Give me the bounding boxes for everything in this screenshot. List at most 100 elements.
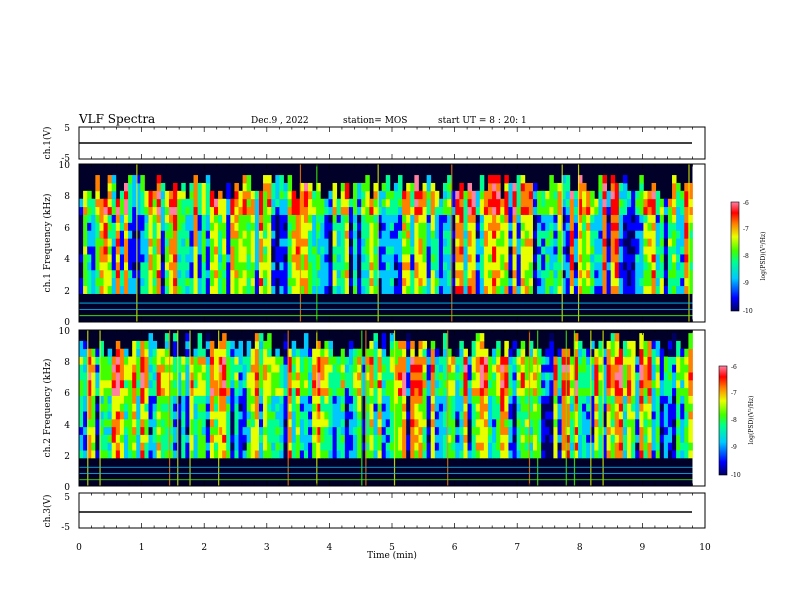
spectrogram-cell [434, 442, 440, 451]
spectrogram-cell [213, 379, 219, 389]
spectrogram-cell [565, 261, 571, 271]
spectrogram-cell [234, 364, 239, 373]
spectrogram-cell [87, 190, 92, 200]
spectrogram-cell [173, 403, 178, 412]
spectrogram-cell [430, 418, 436, 428]
spectrogram-cell [95, 426, 100, 435]
spectrogram-cell [357, 387, 362, 396]
spectrogram-cell [107, 285, 113, 294]
spectrogram-cell [508, 246, 513, 255]
spectrogram-cell [602, 285, 607, 294]
spectrogram-cell [324, 246, 329, 255]
spectrogram-cell [393, 379, 399, 389]
spectrogram-cell [594, 403, 599, 412]
spectrogram-cell [209, 348, 215, 357]
spectrogram-cell [393, 246, 399, 255]
spectrogram-cell [385, 238, 391, 247]
spectrogram-cell [614, 364, 620, 373]
spectrogram-cell [504, 182, 509, 192]
spectrogram-cell [230, 198, 235, 208]
spectrogram-cell [655, 261, 661, 271]
spectrogram-cell [688, 340, 693, 350]
spectrogram-cell [136, 198, 141, 208]
spectrogram-cell [230, 230, 235, 239]
spectrogram-cell [250, 403, 256, 412]
spectrogram-cell [487, 230, 493, 239]
spectrogram-cell [410, 450, 415, 459]
spectrogram-cell [128, 222, 133, 231]
spectrogram-cell [487, 206, 493, 215]
spectrogram-cell [168, 403, 174, 412]
spectrogram-cell [455, 277, 460, 287]
spectrogram-cell [160, 261, 166, 271]
spectrogram-cell [324, 269, 329, 279]
spectrogram-cell [283, 214, 288, 223]
spectrogram-cell [504, 387, 509, 396]
spectrogram-cell [103, 238, 109, 247]
spectrogram-cell [275, 261, 280, 271]
spectrogram-cell [144, 222, 149, 231]
spectrogram-cell [684, 442, 689, 451]
spectrogram-cell [258, 246, 264, 255]
spectrogram-cell [140, 222, 145, 231]
spectrogram-cell [136, 206, 141, 215]
spectrogram-cell [590, 418, 595, 428]
spectrogram-cell [676, 411, 681, 420]
spectrogram-cell [218, 387, 223, 396]
spectrogram-cell [532, 403, 538, 412]
spectrogram-cell [95, 348, 100, 357]
spectrogram-cell [234, 198, 239, 208]
spectrogram-cell [516, 182, 522, 192]
spectrogram-cell [332, 379, 338, 389]
spectrogram-cell [663, 285, 669, 294]
spectrogram-cell [463, 206, 468, 215]
spectrogram-cell [398, 206, 403, 215]
spectrogram-cell [218, 364, 223, 373]
spectrogram-cell [353, 387, 358, 396]
spectrogram-cell [291, 285, 297, 294]
spectrogram-cell [275, 175, 280, 184]
spectrogram-cell [442, 356, 448, 365]
spectrogram-cell [438, 277, 444, 287]
spectrogram-cell [209, 254, 215, 263]
spectrogram-cell [414, 269, 419, 279]
spectrogram-cell [483, 206, 489, 215]
spectrogram-cell [475, 198, 481, 208]
spectrogram-cell [393, 254, 399, 263]
spectrogram-cell [377, 254, 383, 263]
spectrogram-cell [496, 403, 501, 412]
spectrogram-cell [201, 418, 207, 428]
spectrogram-cell [627, 348, 632, 357]
spectrogram-cell [267, 175, 272, 184]
spectrogram-cell [663, 450, 669, 459]
spectrogram-cell [553, 190, 558, 200]
spectrogram-cell [148, 387, 154, 396]
spectrogram-cell [144, 340, 149, 350]
spectrogram-cell [111, 182, 117, 192]
spectrogram-cell [614, 254, 620, 263]
spectrogram-cell [655, 426, 661, 435]
spectrogram-cell [246, 379, 252, 389]
spectrogram-cell [316, 206, 321, 215]
spectrogram-cell [348, 198, 354, 208]
spectrogram-cell [83, 387, 88, 396]
spectrogram-cell [95, 206, 100, 215]
spectrogram-cell [430, 340, 436, 350]
spectrogram-cell [369, 230, 374, 239]
spectrogram-cell [516, 261, 522, 271]
spectrogram-cell [516, 411, 522, 420]
spectrogram-cell [152, 418, 158, 428]
spectrogram-cell [389, 222, 395, 231]
spectrogram-cell [586, 206, 591, 215]
spectrogram-cell [332, 238, 338, 247]
spectrogram-cell [295, 254, 301, 263]
spectrogram-cell [610, 387, 616, 396]
spectrogram-cell [95, 442, 100, 451]
spectrogram-cell [393, 442, 399, 451]
spectrogram-cell [557, 372, 563, 381]
spectrogram-cell [148, 230, 154, 239]
spectrogram-cell [99, 238, 104, 247]
spectrogram-cell [504, 418, 509, 428]
spectrogram-cell [557, 261, 563, 271]
spectrogram-cell [532, 285, 538, 294]
